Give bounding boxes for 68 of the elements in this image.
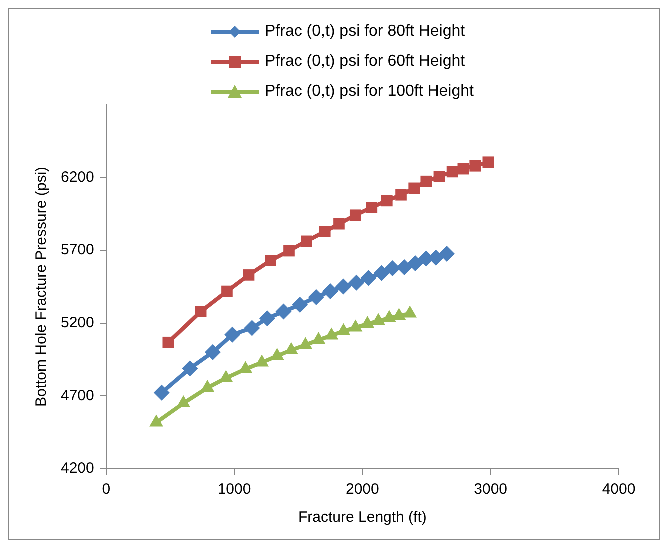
point: [308, 289, 324, 306]
x-tick-label: 3000: [474, 481, 508, 498]
point: [334, 218, 345, 230]
point: [222, 286, 233, 298]
point: [243, 270, 255, 281]
point: [219, 370, 234, 382]
point: [350, 210, 362, 222]
point: [360, 270, 377, 286]
point: [255, 354, 270, 367]
point: [324, 328, 339, 340]
y-tick-label: 5700: [60, 242, 94, 259]
point: [439, 246, 456, 262]
point: [284, 245, 295, 257]
legend-label: Pfrac (0,t) psi for 80ft Height: [265, 23, 466, 41]
point: [446, 166, 458, 178]
point: [224, 326, 241, 343]
point: [284, 342, 298, 354]
x-tick-label: 4000: [602, 481, 636, 498]
point: [382, 195, 393, 207]
point: [204, 344, 221, 360]
point: [301, 236, 312, 248]
point: [292, 297, 308, 314]
y-axis-title: Bottom Hole Fracture Pressure (psi): [33, 166, 50, 408]
point: [384, 260, 401, 277]
point: [259, 310, 276, 327]
point: [407, 256, 424, 272]
x-tick-label: 1000: [218, 481, 252, 498]
point: [244, 320, 260, 336]
point: [154, 384, 170, 401]
point: [366, 202, 378, 214]
point: [162, 336, 174, 348]
point: [408, 182, 420, 194]
x-tick-label: 0: [102, 481, 111, 498]
point: [348, 320, 363, 332]
point: [182, 360, 198, 377]
point: [403, 306, 418, 318]
point: [458, 163, 470, 175]
point: [396, 259, 413, 276]
point: [200, 380, 215, 392]
point: [336, 278, 352, 295]
point: [150, 414, 164, 427]
y-tick-label: 6200: [60, 168, 94, 186]
point: [434, 171, 446, 182]
point: [265, 255, 276, 266]
y-tick-label: 5200: [60, 314, 94, 332]
point: [322, 284, 339, 300]
point: [298, 337, 313, 350]
point: [396, 189, 407, 201]
point: [348, 274, 365, 291]
x-axis-title: Fracture Length (ft): [298, 509, 427, 526]
point: [372, 313, 386, 326]
point: [382, 310, 396, 322]
point: [336, 323, 351, 336]
point: [374, 265, 390, 282]
point: [319, 226, 331, 238]
point: [470, 160, 481, 172]
y-tick-label: 4700: [60, 387, 94, 404]
x-tick-label: 2000: [346, 481, 380, 498]
point: [482, 156, 494, 168]
legend-label: Pfrac (0,t) psi for 100ft Height: [265, 83, 474, 101]
point: [420, 176, 432, 188]
legend-label: Pfrac (0,t) psi for 60ft Height: [265, 53, 466, 71]
point: [276, 304, 292, 320]
point: [195, 306, 207, 318]
point: [360, 316, 375, 328]
y-tick-label: 4200: [60, 460, 94, 478]
point: [176, 395, 191, 408]
point: [312, 332, 326, 344]
